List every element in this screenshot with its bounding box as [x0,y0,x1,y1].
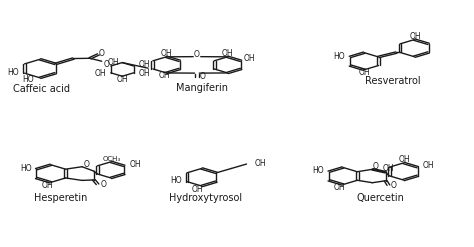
Text: OH: OH [158,71,170,80]
Text: OH: OH [138,60,150,68]
Text: Quercetin: Quercetin [357,193,405,203]
Text: OH: OH [41,181,53,190]
Text: O: O [100,180,106,189]
Text: OH: OH [333,183,345,192]
Text: OH: OH [138,69,150,78]
Text: HO: HO [20,164,31,173]
Text: HO: HO [22,75,34,84]
Text: O: O [390,181,396,190]
Text: OH: OH [117,75,128,84]
Text: Hesperetin: Hesperetin [34,193,87,203]
Text: HO: HO [312,166,324,175]
Text: OH: OH [130,160,142,169]
Text: HO: HO [334,52,345,61]
Text: OH: OH [358,68,370,77]
Text: OH: OH [161,49,172,58]
Text: OH: OH [422,161,434,170]
Text: OH: OH [243,54,255,63]
Text: OH: OH [410,32,421,41]
Text: Resveratrol: Resveratrol [365,76,420,86]
Text: Mangiferin: Mangiferin [176,83,228,93]
Text: O: O [103,60,109,69]
Text: O: O [200,72,206,81]
Text: O: O [194,50,200,59]
Text: O: O [84,160,90,169]
Text: HO: HO [171,176,182,185]
Text: Hydroxytyrosol: Hydroxytyrosol [169,193,242,203]
Text: OH: OH [222,49,233,58]
Text: Caffeic acid: Caffeic acid [13,84,70,94]
Text: OH: OH [108,58,119,67]
Text: O: O [372,162,378,171]
Text: HO: HO [7,68,18,77]
Text: OH: OH [399,155,410,164]
Text: OH: OH [192,185,204,194]
Text: OH: OH [94,69,106,78]
Text: OH: OH [255,159,266,168]
Text: O: O [99,49,105,58]
Text: OH: OH [382,164,394,173]
Text: OCH₃: OCH₃ [103,156,121,162]
